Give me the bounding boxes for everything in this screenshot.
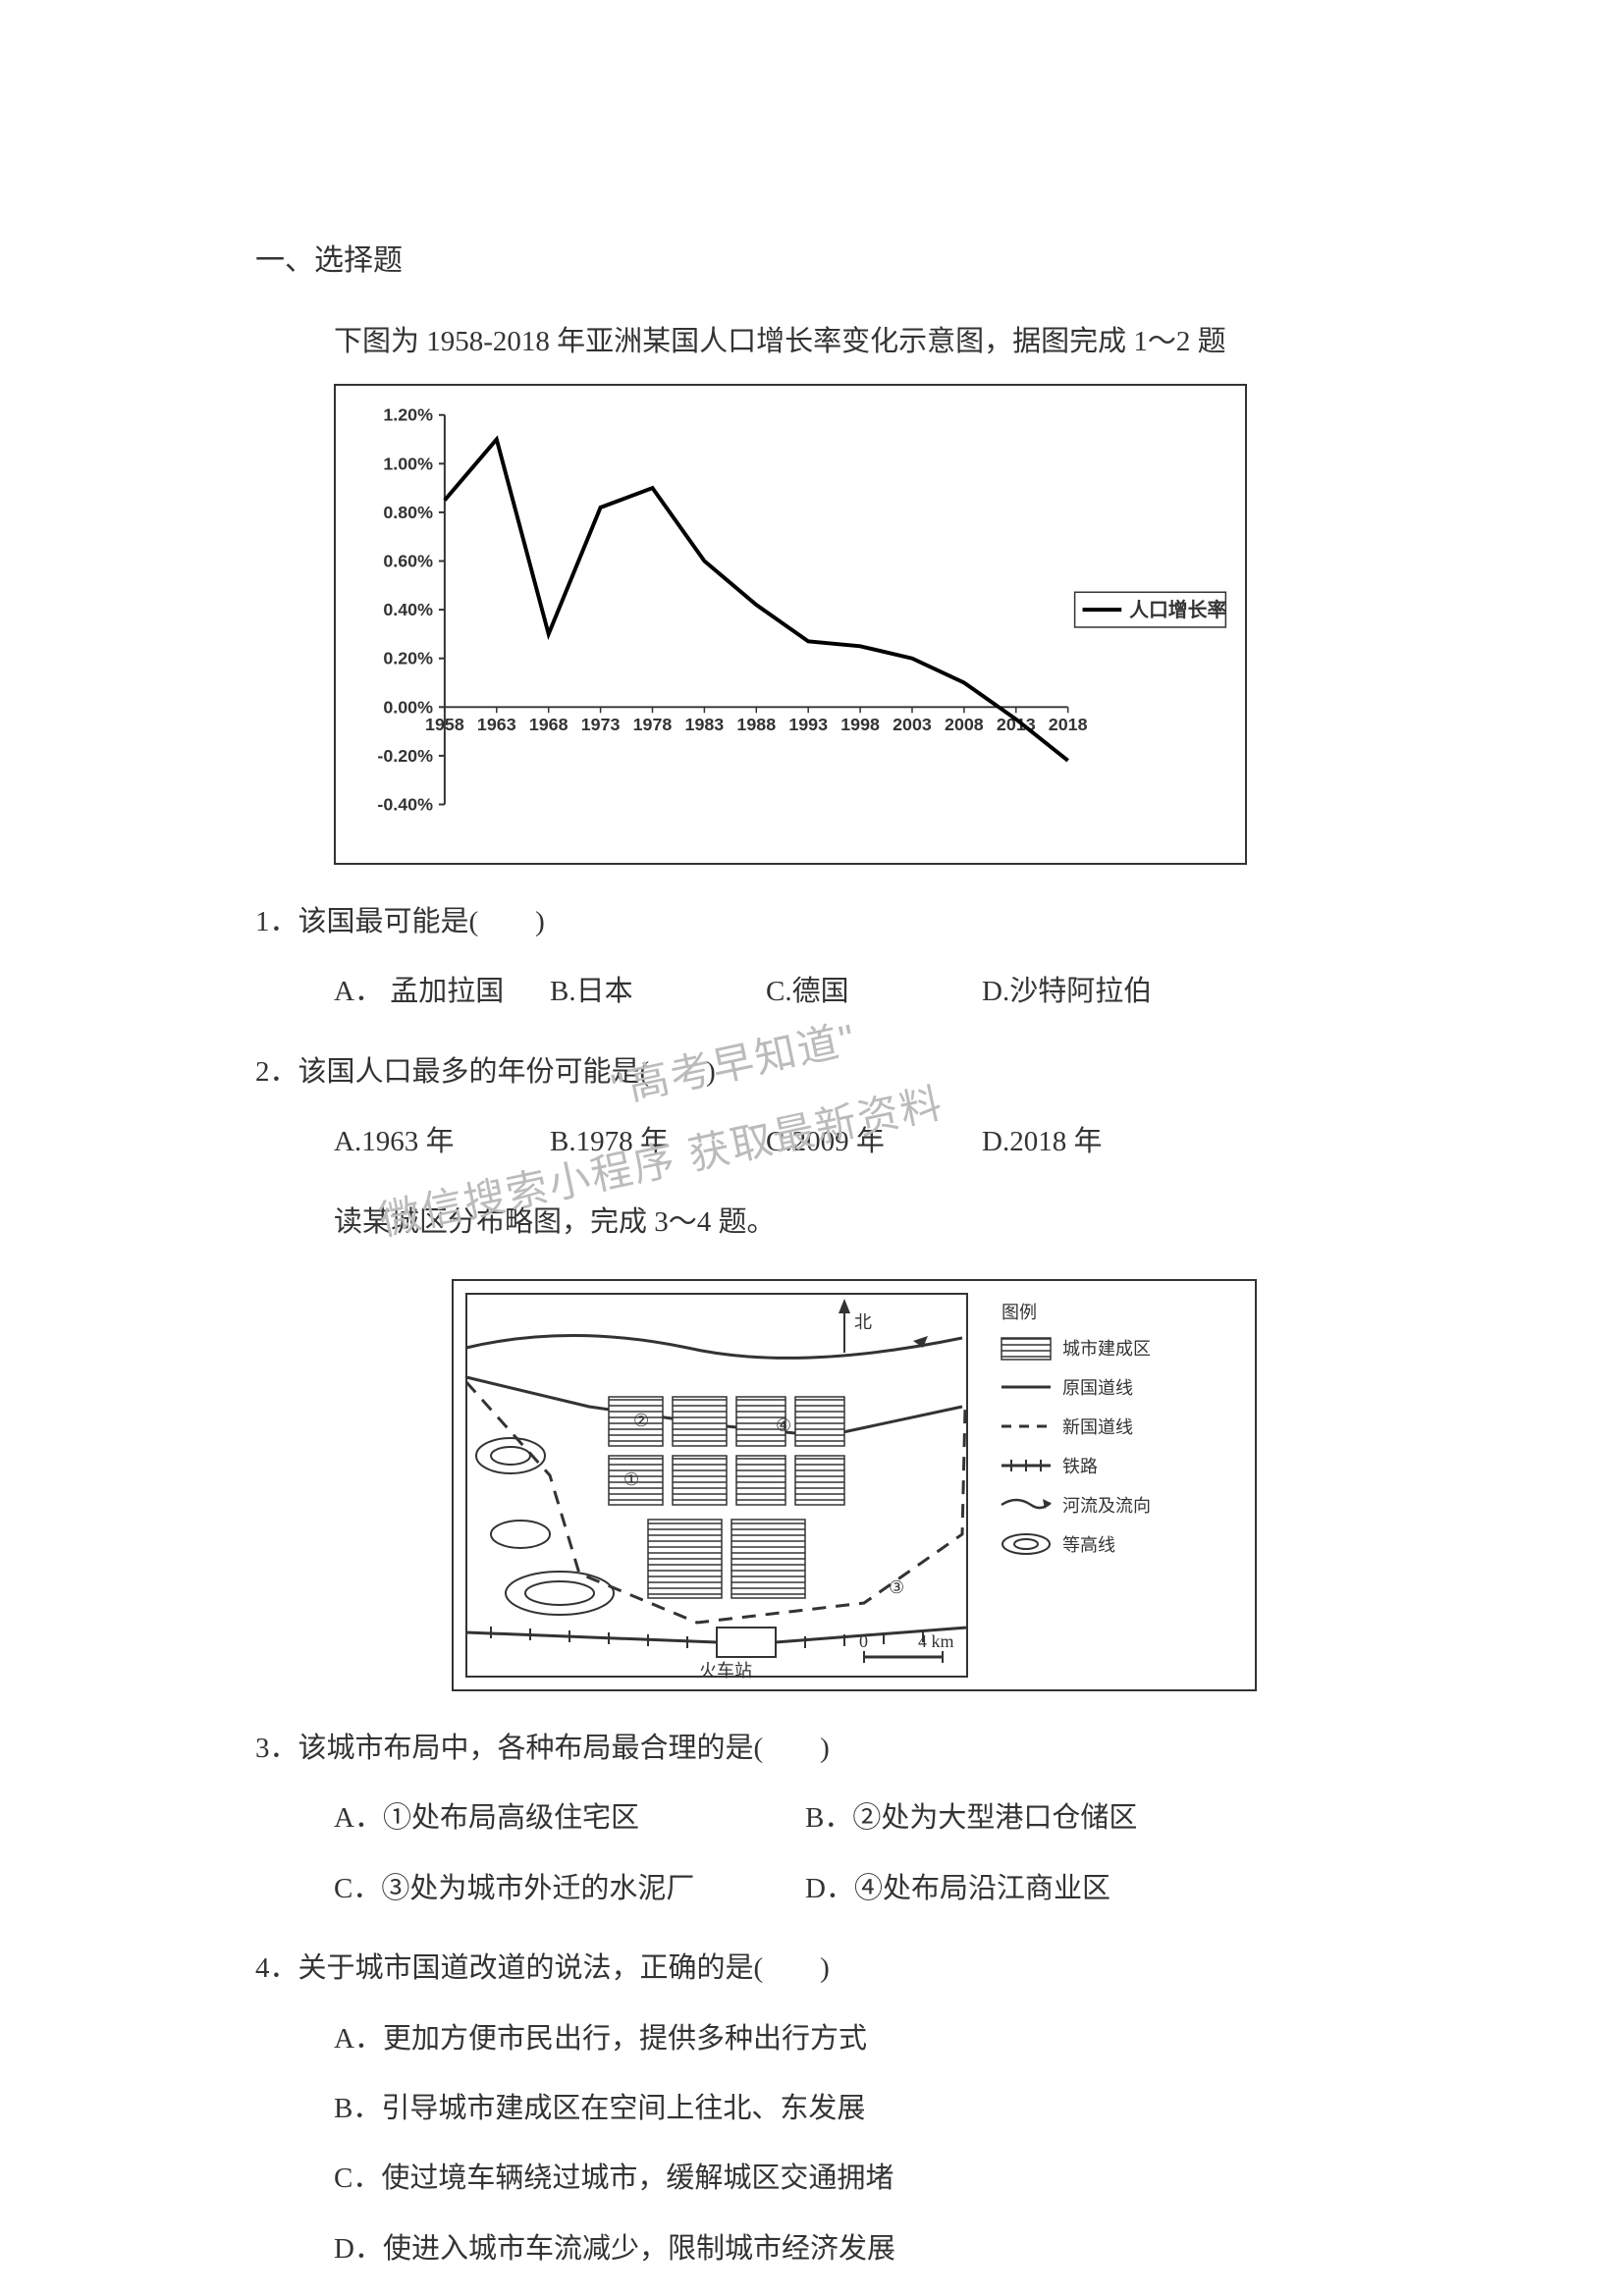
svg-text:1978: 1978	[633, 715, 673, 734]
q3-opt-d: D．④处布局沿江商业区	[805, 1866, 1276, 1911]
question-3: 3．该城市布局中，各种布局最合理的是( ) A．①处布局高级住宅区 B．②处为大…	[255, 1726, 1369, 1911]
section-title: 一、选择题	[255, 236, 1369, 279]
svg-text:1.00%: 1.00%	[383, 454, 433, 473]
q3-opt-a: A．①处布局高级住宅区	[334, 1795, 805, 1841]
legend-title: 图例	[1001, 1303, 1037, 1322]
svg-text:0: 0	[859, 1631, 868, 1651]
map-svg: 火车站 ① ② ③ ④ 北	[452, 1279, 1257, 1691]
svg-text:铁路: 铁路	[1062, 1457, 1098, 1476]
q4-stem: 4．关于城市国道改道的说法，正确的是( )	[255, 1946, 1369, 1991]
q4-options: A．更加方便市民出行，提供多种出行方式 B．引导城市建成区在空间上往北、东发展 …	[334, 2016, 1369, 2272]
q1-opt-d: D.沙特阿拉伯	[982, 969, 1198, 1014]
svg-text:等高线: 等高线	[1062, 1535, 1115, 1555]
svg-text:0.60%: 0.60%	[383, 551, 433, 570]
q2-opt-a: A.1963 年	[334, 1119, 550, 1164]
q4-opt-d: D．使进入城市车流减少，限制城市经济发展	[334, 2226, 1369, 2271]
q1-stem: 1．该国最可能是( )	[255, 899, 1369, 944]
svg-text:城市建成区: 城市建成区	[1062, 1339, 1151, 1359]
svg-text:1958: 1958	[425, 715, 464, 734]
svg-text:人口增长率: 人口增长率	[1129, 599, 1226, 621]
svg-text:1983: 1983	[685, 715, 725, 734]
q1-opt-a: A． 孟加拉国	[334, 969, 550, 1014]
svg-text:原国道线: 原国道线	[1062, 1378, 1133, 1398]
line-chart-population: -0.40%-0.20%0.00%0.20%0.40%0.60%0.80%1.0…	[334, 384, 1247, 865]
svg-text:河流及流向: 河流及流向	[1062, 1496, 1151, 1516]
q3-opt-c: C．③处为城市外迁的水泥厂	[334, 1866, 805, 1911]
svg-text:③: ③	[889, 1577, 904, 1597]
svg-text:②: ②	[633, 1411, 649, 1430]
question-2: 2．该国人口最多的年份可能是( ) A.1963 年 B.1978 年 C.20…	[255, 1049, 1369, 1245]
svg-text:④: ④	[776, 1415, 791, 1435]
q4-opt-b: B．引导城市建成区在空间上往北、东发展	[334, 2086, 1369, 2131]
svg-text:1993: 1993	[788, 715, 828, 734]
intro-text-1: 下图为 1958-2018 年亚洲某国人口增长率变化示意图，据图完成 1～2 题	[334, 318, 1369, 359]
svg-text:2018: 2018	[1049, 715, 1088, 734]
q4-opt-a: A．更加方便市民出行，提供多种出行方式	[334, 2016, 1369, 2061]
svg-text:1963: 1963	[477, 715, 516, 734]
question-1: 1．该国最可能是( ) A． 孟加拉国 B.日本 C.德国 D.沙特阿拉伯	[255, 899, 1369, 1015]
svg-text:1973: 1973	[581, 715, 621, 734]
q2-stem: 2．该国人口最多的年份可能是( )	[255, 1049, 1369, 1095]
station-label: 火车站	[699, 1661, 752, 1681]
svg-text:1968: 1968	[529, 715, 568, 734]
city-map: 火车站 ① ② ③ ④ 北	[452, 1279, 1257, 1691]
svg-text:1988: 1988	[736, 715, 776, 734]
svg-text:-0.40%: -0.40%	[377, 794, 433, 814]
q4-opt-c: C．使过境车辆绕过城市，缓解城区交通拥堵	[334, 2156, 1369, 2201]
svg-text:-0.20%: -0.20%	[377, 746, 433, 766]
q2-opt-d: D.2018 年	[982, 1119, 1198, 1164]
chart-svg: -0.40%-0.20%0.00%0.20%0.40%0.60%0.80%1.0…	[336, 386, 1245, 863]
svg-text:2008: 2008	[945, 715, 984, 734]
q2-opt-c: C.2009 年	[766, 1119, 982, 1164]
q2-options: A.1963 年 B.1978 年 C.2009 年 D.2018 年	[334, 1119, 1369, 1164]
svg-text:北: 北	[854, 1312, 872, 1332]
svg-text:1.20%: 1.20%	[383, 405, 433, 425]
svg-text:4 km: 4 km	[918, 1631, 954, 1651]
q1-opt-b: B.日本	[550, 969, 766, 1014]
svg-text:①: ①	[623, 1469, 639, 1489]
q3-opt-b: B．②处为大型港口仓储区	[805, 1795, 1276, 1841]
svg-text:0.40%: 0.40%	[383, 600, 433, 619]
svg-text:0.80%: 0.80%	[383, 503, 433, 522]
q2-opt-b: B.1978 年	[550, 1119, 766, 1164]
q3-stem: 3．该城市布局中，各种布局最合理的是( )	[255, 1726, 1369, 1771]
intro-text-2: 读某城区分布略图，完成 3～4 题。	[334, 1200, 1369, 1245]
q3-options: A．①处布局高级住宅区 B．②处为大型港口仓储区 C．③处为城市外迁的水泥厂 D…	[334, 1795, 1369, 1911]
svg-text:2003: 2003	[893, 715, 932, 734]
svg-text:新国道线: 新国道线	[1062, 1417, 1133, 1437]
svg-text:0.20%: 0.20%	[383, 649, 433, 668]
q1-options: A． 孟加拉国 B.日本 C.德国 D.沙特阿拉伯	[334, 969, 1369, 1014]
question-4: 4．关于城市国道改道的说法，正确的是( ) A．更加方便市民出行，提供多种出行方…	[255, 1946, 1369, 2271]
svg-text:1998: 1998	[840, 715, 880, 734]
q1-opt-c: C.德国	[766, 969, 982, 1014]
